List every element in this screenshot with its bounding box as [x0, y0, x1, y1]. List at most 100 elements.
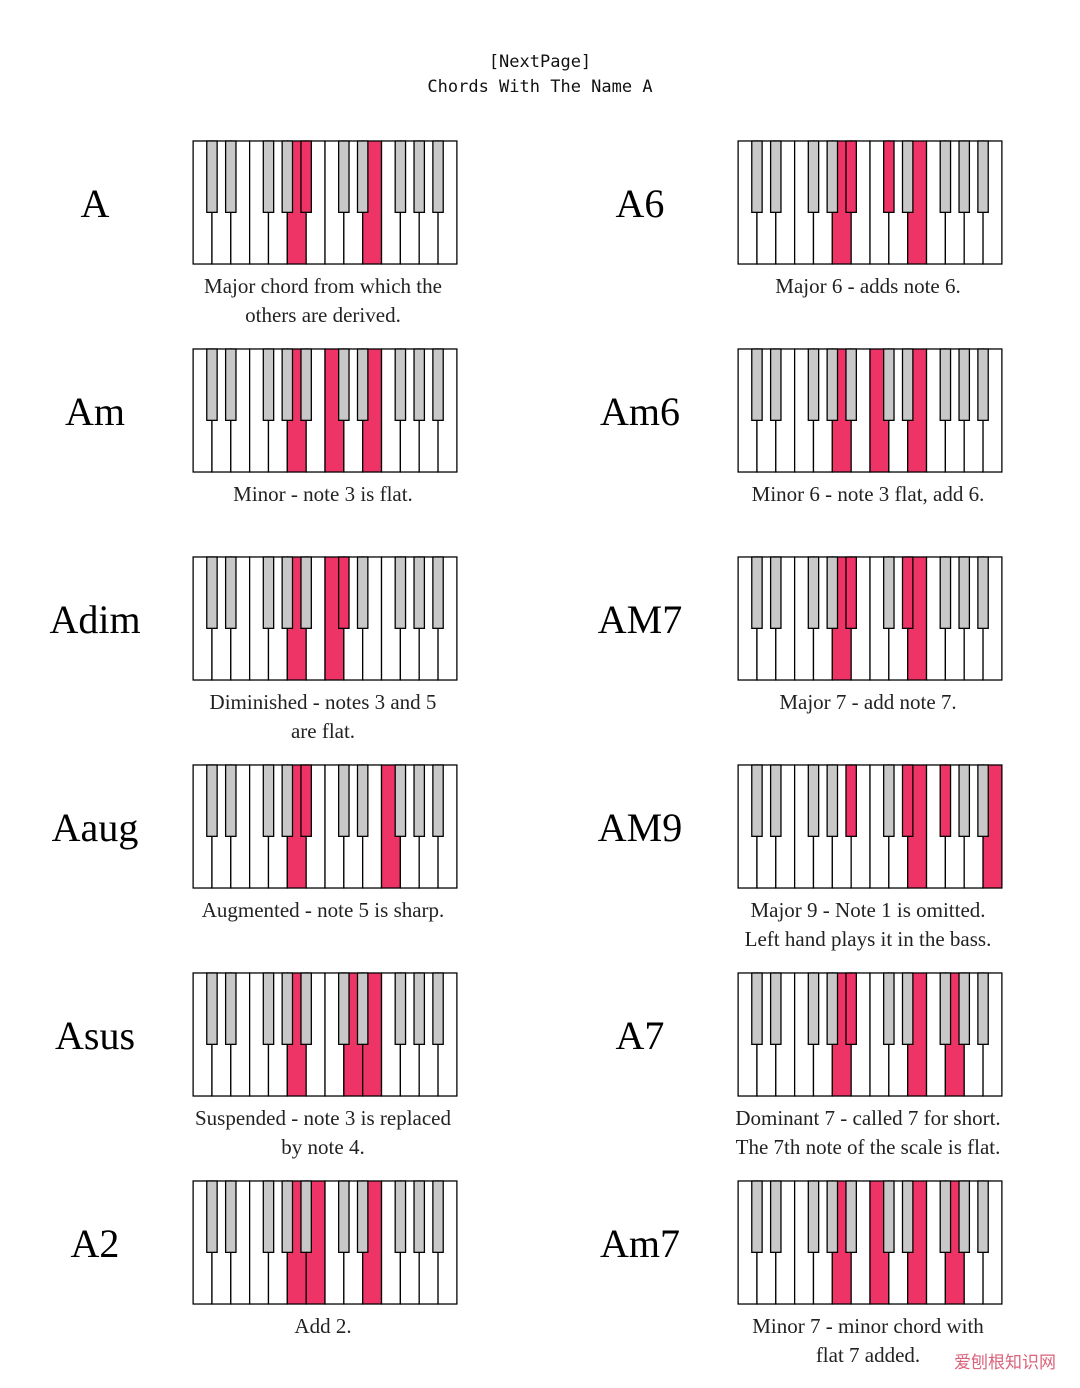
black-key-pressed [901, 556, 914, 629]
black-key [769, 1180, 782, 1253]
black-key [751, 1180, 763, 1253]
black-key [262, 972, 275, 1045]
chord-description: Minor - note 3 is flat. [165, 480, 481, 509]
black-key [413, 348, 426, 421]
black-key [769, 348, 782, 421]
black-key [262, 348, 275, 421]
black-key [224, 972, 237, 1045]
watermark-text: 爱刨根知识网 [954, 1353, 1056, 1373]
black-key [883, 556, 895, 629]
piano-keyboard [736, 1180, 1004, 1305]
black-key [224, 140, 237, 213]
chord-name: A2 [70, 1221, 120, 1266]
black-key [338, 764, 350, 837]
chord-description-line: Major 9 - Note 1 is omitted. [750, 898, 986, 922]
black-key [262, 764, 275, 837]
black-key-pressed [300, 140, 312, 213]
black-key [356, 140, 369, 213]
chord-description-line: Major 6 - adds note 6. [775, 274, 961, 298]
black-key [300, 556, 312, 629]
black-key [281, 556, 294, 629]
black-key [413, 764, 426, 837]
black-key [977, 348, 989, 421]
black-key [751, 764, 763, 837]
black-key [807, 972, 820, 1045]
chord-name: A6 [615, 181, 665, 226]
black-key [807, 140, 820, 213]
black-key [281, 972, 294, 1045]
black-key [262, 556, 275, 629]
black-key [338, 972, 350, 1045]
chord-description-line: The 7th note of the scale is flat. [735, 1135, 1001, 1159]
black-key [977, 764, 989, 837]
chord-a: A Major chord from which the others are de… [0, 140, 540, 348]
piano-keyboard [191, 972, 459, 1097]
black-key [432, 140, 444, 213]
black-key [206, 764, 218, 837]
black-key [751, 972, 763, 1045]
black-key [826, 140, 839, 213]
chord-description: Suspended - note 3 is replaced by note 4. [165, 1104, 481, 1162]
chord-description: Minor 6 - note 3 flat, add 6. [710, 480, 1026, 509]
black-key [356, 764, 369, 837]
chord-description-line: Add 2. [294, 1314, 352, 1338]
black-key [224, 348, 237, 421]
chord-description: Minor 7 - minor chord with flat 7 added. [710, 1312, 1026, 1370]
black-key [883, 1180, 895, 1253]
chord-description: Major chord from which the others are der… [165, 272, 481, 330]
chord-name: A7 [615, 1013, 665, 1058]
chord-description-line: Major chord from which the [204, 274, 442, 298]
black-key [751, 556, 763, 629]
piano-keyboard [736, 972, 1004, 1097]
chord-description: Dominant 7 - called 7 for short. The 7th … [710, 1104, 1026, 1162]
black-key [300, 348, 312, 421]
black-key [769, 972, 782, 1045]
chord-description: Add 2. [165, 1312, 481, 1341]
black-key [281, 764, 294, 837]
black-key [883, 972, 895, 1045]
black-key [958, 556, 971, 629]
black-key [338, 348, 350, 421]
chord-am7: Am7 Minor 7 - minor chord with flat 7 adde… [545, 1180, 1080, 1388]
chord-description: Major 6 - adds note 6. [710, 272, 1026, 301]
black-key [901, 140, 914, 213]
black-key [751, 348, 763, 421]
chord-description: Augmented - note 5 is sharp. [165, 896, 481, 925]
black-key [300, 1180, 312, 1253]
black-key [394, 348, 407, 421]
chord-description-line: others are derived. [245, 303, 401, 327]
chord-adim: Adim Diminished - notes 3 and 5 are flat. [0, 556, 540, 764]
chord-name: AM9 [597, 805, 683, 850]
black-key-pressed [845, 556, 857, 629]
black-key [958, 972, 971, 1045]
page-header: [NextPage] Chords With The Name A [0, 50, 1080, 100]
black-key [977, 1180, 989, 1253]
black-key [281, 348, 294, 421]
chord-description-line: Augmented - note 5 is sharp. [201, 898, 445, 922]
black-key [281, 140, 294, 213]
black-key [958, 348, 971, 421]
black-key [394, 140, 407, 213]
black-key [939, 972, 952, 1045]
black-key [413, 140, 426, 213]
chord-name: Aaug [51, 805, 139, 850]
chord-description: Major 9 - Note 1 is omitted. Left hand pl… [710, 896, 1026, 954]
black-key [807, 348, 820, 421]
black-key [769, 556, 782, 629]
chord-a2: A2 Add 2. [0, 1180, 540, 1388]
black-key [769, 140, 782, 213]
chord-asus: Asus Suspended - note 3 is replaced by not… [0, 972, 540, 1180]
chord-description-line: Minor 7 - minor chord with [752, 1314, 984, 1338]
next-page-link[interactable]: [NextPage] [488, 52, 592, 72]
black-key [939, 140, 952, 213]
black-key [432, 556, 444, 629]
black-key [432, 348, 444, 421]
black-key [224, 1180, 237, 1253]
black-key [394, 1180, 407, 1253]
black-key [958, 1180, 971, 1253]
chord-description-line: Diminished - notes 3 and 5 [209, 690, 437, 714]
black-key [901, 1180, 914, 1253]
chord-description: Major 7 - add note 7. [710, 688, 1026, 717]
black-key [826, 1180, 839, 1253]
chord-description-line: Minor 6 - note 3 flat, add 6. [751, 482, 985, 506]
